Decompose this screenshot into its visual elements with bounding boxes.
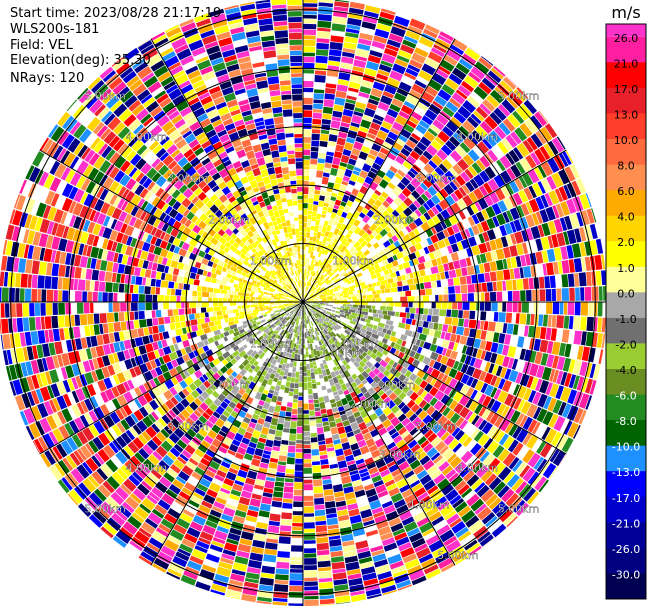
colorbar-swatch	[606, 241, 646, 268]
range-ring-label: 3.00km	[415, 420, 457, 433]
colorbar-tick-label: -8.0	[615, 415, 636, 428]
colorbar-swatch	[606, 113, 646, 140]
elevation-label: Elevation(deg): 35.30	[10, 53, 151, 68]
colorbar-swatch	[606, 573, 646, 600]
range-ring-label: 3.00km	[379, 448, 421, 461]
colorbar-tick-label: -13.0	[612, 466, 640, 479]
range-ring-label: 2.00km	[374, 213, 416, 226]
colorbar-tick-label: -26.0	[612, 543, 640, 556]
colorbar-swatch	[606, 87, 646, 114]
colorbar-tick-label: 6.0	[617, 185, 635, 198]
colorbar-tick-label: 1.0	[617, 262, 635, 275]
range-ring-label: 4.00km	[456, 131, 498, 144]
colorbar-tick-label: 21.0	[614, 57, 639, 70]
colorbar-tick-label: 4.0	[617, 211, 635, 224]
colorbar-unit-label: m/s	[611, 3, 640, 22]
colorbar-tick-label: 26.0	[614, 32, 639, 45]
range-ring-label: 3.00km	[167, 172, 209, 185]
range-ring-label: 2.00km	[208, 379, 250, 392]
range-ring-label: 3.00km	[167, 420, 209, 433]
colorbar-tick-label: 13.0	[614, 108, 639, 121]
colorbar-swatch	[606, 317, 646, 344]
range-ring-label: 4.00km	[456, 461, 498, 474]
colorbar-swatch	[606, 445, 646, 472]
azimuth-spoke	[39, 149, 304, 303]
start-time-label: Start time: 2023/08/28 21:17:19	[10, 6, 222, 21]
field-label: Field: VEL	[10, 38, 73, 53]
range-ring-label: 2.00km	[374, 379, 416, 392]
colorbar-tick-label: -2.0	[615, 338, 636, 351]
colorbar-swatch	[606, 215, 646, 242]
colorbar-swatch	[606, 369, 646, 396]
colorbar-swatch	[606, 62, 646, 89]
colorbar-swatch	[606, 190, 646, 217]
colorbar-swatch	[606, 266, 646, 293]
colorbar-swatch	[606, 420, 646, 447]
range-ring-label: 2.00km	[208, 213, 250, 226]
range-ring-label: 3.00km	[415, 172, 457, 185]
colorbar-border	[605, 23, 647, 600]
range-ring-label: 1.00km	[332, 255, 374, 268]
azimuth-spoke	[150, 301, 304, 566]
colorbar-tick-label: -6.0	[615, 390, 636, 403]
colorbar-swatch-top	[606, 24, 646, 37]
colorbar-tick-label: -4.0	[615, 364, 636, 377]
colorbar-swatch	[606, 394, 646, 421]
range-ring-label: 4.00km	[408, 499, 450, 512]
azimuth-spoke	[150, 38, 304, 303]
colorbar-tick-label: 2.0	[617, 236, 635, 249]
nrays-label: NRays: 120	[10, 71, 85, 86]
range-ring-label: 5.00km	[84, 89, 126, 102]
colorbar-tick-label: 17.0	[614, 83, 639, 96]
colorbar-swatch	[606, 292, 646, 319]
range-ring-label: 5.00km	[498, 89, 540, 102]
colorbar-tick-label: -17.0	[612, 492, 640, 505]
colorbar-swatch	[606, 36, 646, 63]
colorbar-tick-label: -30.0	[612, 568, 640, 581]
colorbar-swatch	[606, 547, 646, 574]
range-ring-label: 1.00km	[320, 347, 362, 360]
azimuth-spoke	[39, 301, 304, 455]
colorbar-swatch	[606, 522, 646, 549]
range-ring-label: 1.00km	[250, 337, 292, 350]
azimuth-spoke	[302, 38, 456, 303]
range-ring-label: 4.00km	[126, 461, 168, 474]
range-ring-label: 5.00km	[437, 549, 479, 562]
range-ring-label: 1.00km	[332, 337, 374, 350]
colorbar-swatch	[606, 139, 646, 166]
range-ring-label: 5.00km	[84, 503, 126, 516]
ppi-gates	[0, 0, 607, 606]
azimuth-spoke	[302, 149, 567, 303]
colorbar-swatch	[606, 471, 646, 498]
colorbar-tick-label: -21.0	[612, 517, 640, 530]
range-ring-label: 2.00km	[350, 397, 392, 410]
azimuth-spoke	[302, 301, 456, 566]
colorbar-tick-label: 8.0	[617, 160, 635, 173]
colorbar-swatch	[606, 343, 646, 370]
colorbar-tick-label: 0.0	[617, 287, 635, 300]
colorbar-tick-label: 10.0	[614, 134, 639, 147]
station-label: WLS200s-181	[10, 22, 100, 37]
range-ring-label: 4.00km	[126, 131, 168, 144]
range-ring-label: 1.00km	[250, 255, 292, 268]
colorbar-swatch	[606, 164, 646, 191]
colorbar-tick-label: -1.0	[615, 313, 636, 326]
colorbar-swatch	[606, 496, 646, 523]
azimuth-spoke	[302, 301, 567, 455]
range-ring-label: 5.00km	[498, 503, 540, 516]
colorbar-tick-label: -10.0	[612, 441, 640, 454]
